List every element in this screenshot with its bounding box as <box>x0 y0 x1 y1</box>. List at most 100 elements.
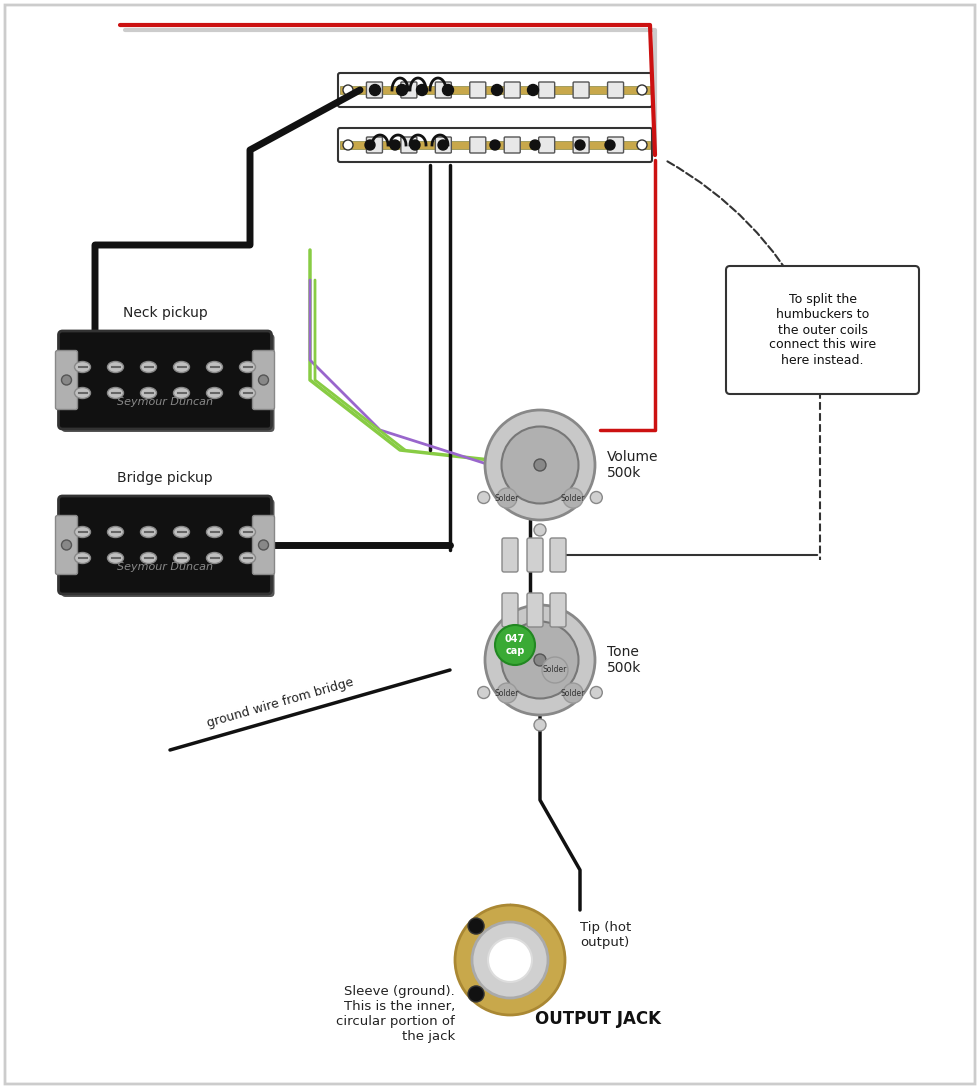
FancyBboxPatch shape <box>401 137 416 152</box>
Ellipse shape <box>74 362 90 372</box>
FancyBboxPatch shape <box>435 82 452 98</box>
Circle shape <box>390 140 400 150</box>
FancyBboxPatch shape <box>56 351 77 409</box>
FancyBboxPatch shape <box>550 594 566 627</box>
FancyBboxPatch shape <box>550 538 566 572</box>
Circle shape <box>410 140 420 150</box>
Circle shape <box>637 85 647 95</box>
Circle shape <box>534 524 546 536</box>
FancyBboxPatch shape <box>608 82 623 98</box>
FancyBboxPatch shape <box>401 82 416 98</box>
Circle shape <box>343 140 353 150</box>
Text: Solder: Solder <box>495 493 519 502</box>
Ellipse shape <box>108 388 123 399</box>
Circle shape <box>365 140 375 150</box>
Circle shape <box>472 922 548 998</box>
FancyBboxPatch shape <box>56 515 77 575</box>
Circle shape <box>455 905 565 1015</box>
Circle shape <box>443 85 454 96</box>
Circle shape <box>397 85 408 96</box>
Ellipse shape <box>239 362 256 372</box>
FancyBboxPatch shape <box>62 499 274 597</box>
Circle shape <box>534 719 546 731</box>
Circle shape <box>605 140 615 150</box>
Text: Neck pickup: Neck pickup <box>122 306 208 320</box>
Ellipse shape <box>140 552 157 563</box>
Circle shape <box>490 140 500 150</box>
FancyBboxPatch shape <box>505 82 520 98</box>
Circle shape <box>477 491 490 503</box>
Circle shape <box>530 140 540 150</box>
Circle shape <box>502 427 578 503</box>
Ellipse shape <box>140 388 157 399</box>
Circle shape <box>259 540 269 550</box>
Circle shape <box>497 683 516 703</box>
Text: To split the
humbuckers to
the outer coils
connect this wire
here instead.: To split the humbuckers to the outer coi… <box>769 294 876 367</box>
Circle shape <box>477 686 490 698</box>
Circle shape <box>416 85 427 96</box>
Text: Tone
500k: Tone 500k <box>607 645 641 675</box>
Text: Solder: Solder <box>543 665 567 674</box>
Ellipse shape <box>173 388 189 399</box>
FancyBboxPatch shape <box>573 82 589 98</box>
Circle shape <box>590 686 603 698</box>
Ellipse shape <box>207 362 222 372</box>
Circle shape <box>438 140 448 150</box>
Text: 047
cap: 047 cap <box>505 634 525 656</box>
Text: Solder: Solder <box>561 688 585 698</box>
Circle shape <box>488 938 532 982</box>
Circle shape <box>527 85 538 96</box>
FancyBboxPatch shape <box>726 266 919 394</box>
Text: Volume
500k: Volume 500k <box>607 450 659 480</box>
FancyBboxPatch shape <box>338 73 652 107</box>
Text: Tip (hot
output): Tip (hot output) <box>580 921 631 949</box>
Circle shape <box>468 918 484 934</box>
Ellipse shape <box>207 552 222 563</box>
Ellipse shape <box>108 526 123 538</box>
Text: ground wire from bridge: ground wire from bridge <box>205 675 355 730</box>
Circle shape <box>590 491 603 503</box>
Circle shape <box>369 85 380 96</box>
Ellipse shape <box>74 388 90 399</box>
Circle shape <box>495 625 535 665</box>
Ellipse shape <box>173 526 189 538</box>
Text: Bridge pickup: Bridge pickup <box>118 472 213 485</box>
Ellipse shape <box>140 526 157 538</box>
Text: OUTPUT JACK: OUTPUT JACK <box>535 1010 661 1028</box>
Ellipse shape <box>207 388 222 399</box>
FancyBboxPatch shape <box>608 137 623 152</box>
Circle shape <box>497 488 516 509</box>
Ellipse shape <box>74 526 90 538</box>
Ellipse shape <box>239 552 256 563</box>
FancyBboxPatch shape <box>435 137 452 152</box>
Text: Solder: Solder <box>495 688 519 698</box>
FancyBboxPatch shape <box>338 129 652 162</box>
FancyBboxPatch shape <box>62 334 274 432</box>
Circle shape <box>485 605 595 715</box>
Circle shape <box>564 488 583 509</box>
FancyBboxPatch shape <box>505 137 520 152</box>
Text: Seymour Duncan: Seymour Duncan <box>117 397 213 407</box>
FancyBboxPatch shape <box>253 351 274 409</box>
Text: Solder: Solder <box>561 493 585 502</box>
Bar <box>340 86 650 94</box>
Bar <box>340 140 650 149</box>
FancyBboxPatch shape <box>59 495 271 594</box>
FancyBboxPatch shape <box>469 137 486 152</box>
Circle shape <box>564 683 583 703</box>
Circle shape <box>62 540 72 550</box>
Ellipse shape <box>140 362 157 372</box>
FancyBboxPatch shape <box>539 137 555 152</box>
FancyBboxPatch shape <box>502 594 518 627</box>
Circle shape <box>542 657 568 683</box>
Circle shape <box>259 375 269 386</box>
FancyBboxPatch shape <box>573 137 589 152</box>
Circle shape <box>534 458 546 472</box>
FancyBboxPatch shape <box>367 137 382 152</box>
FancyBboxPatch shape <box>59 331 271 429</box>
Circle shape <box>492 85 503 96</box>
Circle shape <box>485 409 595 521</box>
Ellipse shape <box>239 388 256 399</box>
Ellipse shape <box>108 362 123 372</box>
FancyBboxPatch shape <box>527 594 543 627</box>
